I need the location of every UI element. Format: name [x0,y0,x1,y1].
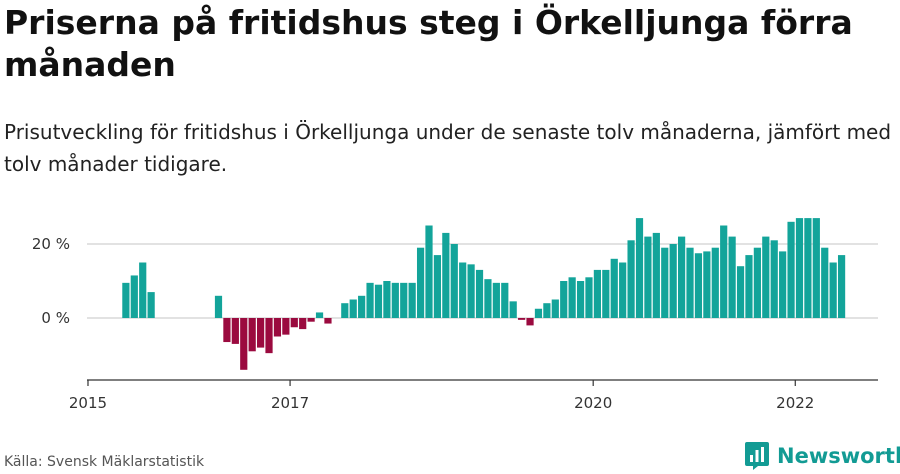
bar [484,279,492,318]
y-tick-label: 0 % [41,309,70,327]
bar [829,262,837,318]
x-axis [87,379,878,386]
bar [130,275,138,318]
bar [610,258,618,318]
bar [231,318,239,344]
bar [214,295,223,318]
bar [602,269,610,318]
bar [821,247,829,318]
bar [122,282,130,318]
bar [467,264,475,318]
y-tick-label: 20 % [32,235,70,253]
x-tick-label: 2015 [69,394,107,412]
bar [711,247,719,318]
bar [358,295,366,318]
bar [391,282,399,318]
bar [475,269,484,318]
bar [341,303,349,318]
bar [753,247,761,318]
bar [652,232,660,318]
bar [509,301,517,318]
bar [290,318,298,328]
bar [240,318,248,370]
brand-logo[interactable]: Newsworthy [744,441,900,471]
source-note: Källa: Svensk Mäklarstatistik [4,454,205,470]
bar [787,221,795,318]
bar [450,244,458,318]
latest-value-label: 17 % [830,0,868,4]
bar [576,281,585,318]
bar [315,312,324,318]
bar [770,240,778,318]
bar [425,225,433,318]
bar [459,262,467,318]
bar [661,247,669,318]
bar [703,251,711,318]
bar [248,318,256,352]
bar [720,225,728,318]
bar [837,255,846,318]
bar [257,318,265,348]
bar [442,232,450,318]
bar [265,318,273,354]
chart-subtitle: Prisutveckling för fritidshus i Örkellju… [4,120,892,176]
bar-series [122,218,846,370]
bar [534,308,543,318]
bar [779,251,787,318]
bar [526,318,534,326]
bar [560,281,568,318]
bar [678,236,686,318]
bar [762,236,770,318]
bar [619,262,627,318]
bar [518,318,526,320]
bar [299,318,307,330]
bar [812,218,820,318]
bar [627,240,635,318]
axis-labels: 0 % 20 % 2015 2017 2020 2022 17 % [32,0,868,412]
bar [728,236,736,318]
bar [635,218,644,318]
bar [324,318,332,324]
x-tick-label: 2017 [271,394,309,412]
bar [694,253,703,318]
bar [349,299,357,318]
brand-name: Newsworthy [777,444,900,468]
bar [223,318,231,343]
bar [383,281,391,318]
bar [374,284,383,318]
bar [273,318,282,337]
x-tick-label: 2022 [776,394,814,412]
bar [400,282,408,318]
bar [804,218,812,318]
bar [644,236,652,318]
bar [585,277,593,318]
chart-title: Priserna på fritidshus steg i Örkelljung… [4,3,853,84]
bar [736,266,745,318]
bar [568,277,576,318]
bar [307,318,315,322]
bar [416,247,425,318]
bar [492,282,500,318]
bar [282,318,290,335]
bar [669,244,677,318]
bar [433,255,442,318]
bar [551,299,559,318]
bar [501,282,509,318]
bar [543,303,551,318]
bar [366,282,374,318]
bar [686,247,694,318]
bar [408,282,416,318]
newsworthy-logo-icon [745,442,769,470]
bar [139,262,147,318]
bar [593,269,601,318]
x-tick-label: 2020 [574,394,612,412]
bar [745,255,753,318]
bar [795,218,804,318]
bar [147,292,155,318]
